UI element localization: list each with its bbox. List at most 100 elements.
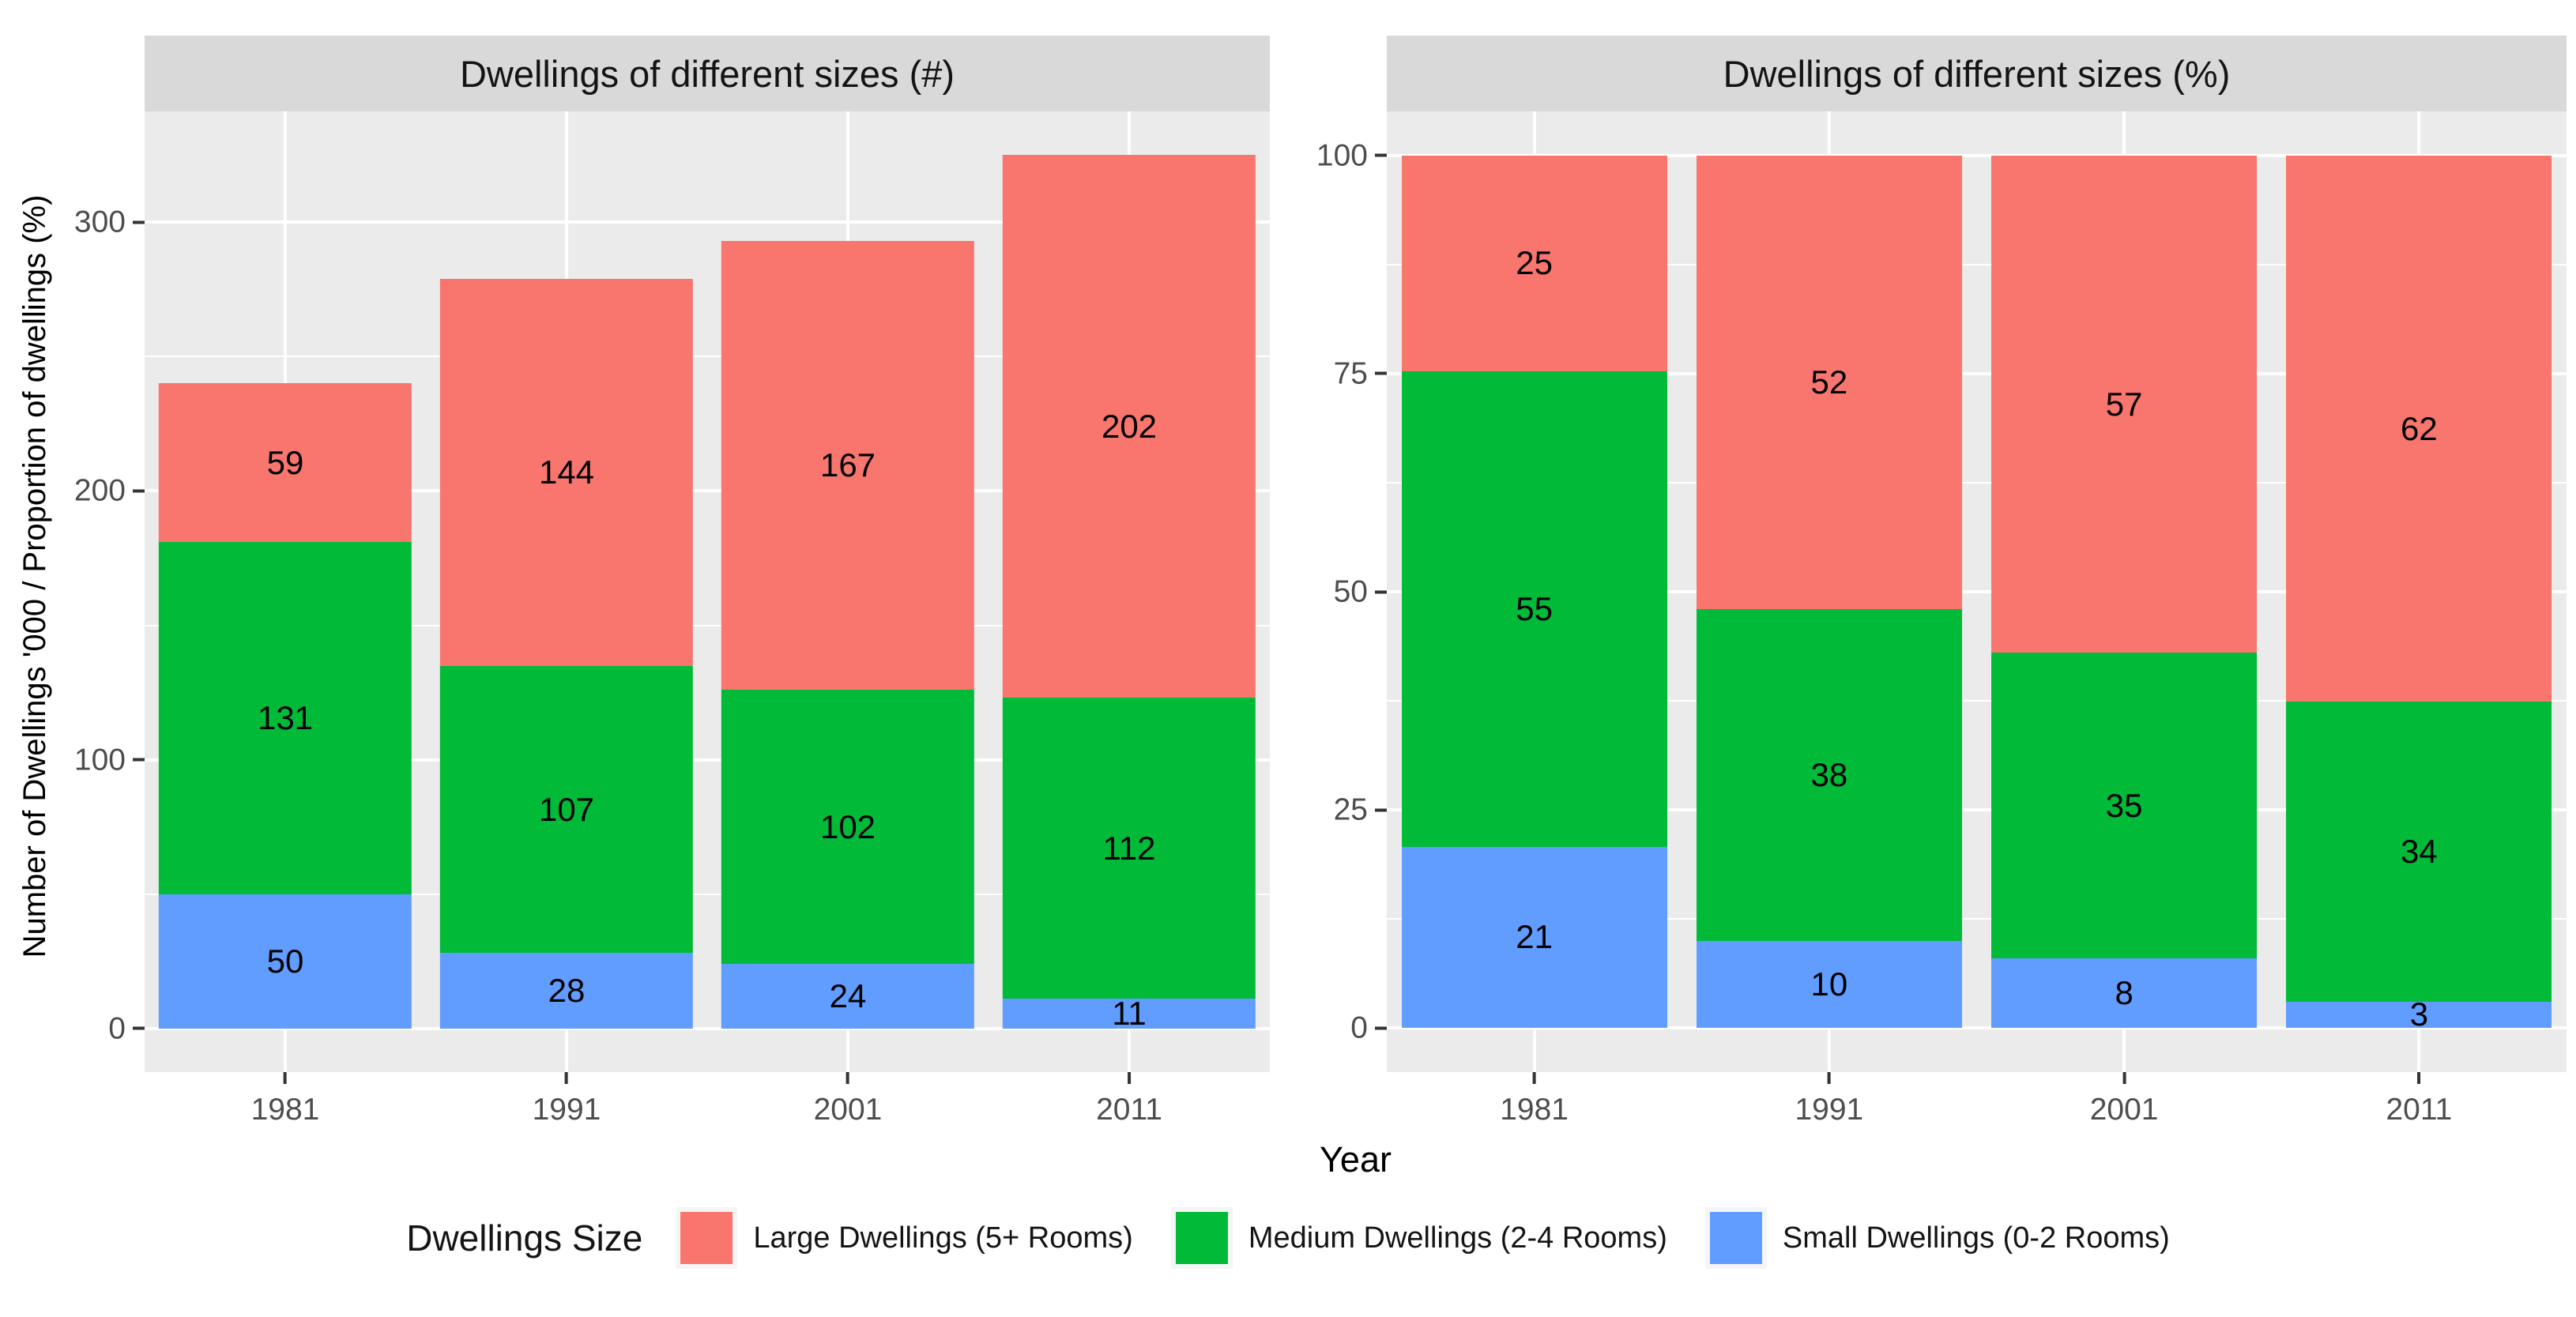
bar-value-label: 57 [2105,385,2143,423]
bar-segment: 107 [439,665,694,954]
y-tick: 100 [1316,140,1387,171]
y-tick: 0 [1350,1013,1387,1044]
gridline-minor-horizontal [1387,263,2567,265]
x-tick-mark [1827,1072,1831,1084]
gridline-major-horizontal [145,1026,1270,1030]
x-tick-label: 2001 [813,1093,883,1127]
legend-entry: Medium Dwellings (2-4 Rooms) [1170,1207,1667,1269]
bar-segment: 10 [1696,940,1962,1029]
gridline-major-horizontal [145,489,1270,493]
y-tick-label: 75 [1333,356,1368,391]
y-tick: 50 [1334,577,1387,608]
x-tick-mark [1532,1072,1536,1084]
legend-key [676,1207,738,1269]
y-tick: 100 [74,744,145,775]
y-tick-mark [1375,1026,1387,1030]
chart-dwellings-percent: Dwellings of different sizes (%) 0 25 50 75… [1316,36,2567,1125]
y-tick-mark [133,758,145,762]
gridline-major-horizontal [1387,371,2567,375]
bar-value-label: 10 [1810,965,1848,1003]
chart-percent-x-axis: 1981 1991 2001 2011 [1387,1072,2567,1159]
y-tick-mark [133,220,145,224]
bar-value-label: 144 [538,453,595,491]
x-tick: 2011 [2386,1072,2452,1125]
bar-segment: 52 [1696,155,1962,610]
x-tick-mark [564,1072,568,1084]
y-tick-mark [133,489,145,493]
legend: Dwellings Size Large Dwellings (5+ Rooms… [0,1207,2576,1269]
x-tick-mark [2122,1072,2126,1084]
bar-2011: 3 34 62 [2286,111,2552,1072]
x-tick-mark [283,1072,287,1084]
x-tick-label: 2011 [1096,1093,1162,1127]
bar-value-label: 38 [1810,755,1848,793]
legend-entry: Small Dwellings (0-2 Rooms) [1704,1207,2170,1269]
y-tick: 25 [1334,795,1387,826]
gridline-major-horizontal [145,220,1270,224]
x-tick-label: 1981 [1500,1093,1569,1127]
bar-1991: 28 107 144 [439,111,694,1072]
bar-value-label: 112 [1102,829,1156,867]
chart-count-x-axis: 1981 1991 2001 2011 [145,1072,1270,1159]
bar-1981: 50 131 59 [158,111,412,1072]
y-tick-label: 0 [1350,1010,1368,1045]
gridline-major-horizontal [145,758,1270,762]
chart-percent-title: Dwellings of different sizes (%) [1387,36,2567,111]
bar-value-label: 25 [1516,244,1553,282]
bar-segment: 3 [2286,998,2552,1031]
bar-segment: 24 [721,964,975,1029]
x-tick: 1991 [533,1072,601,1125]
medium-dwellings-swatch [1175,1212,1228,1264]
x-axis-title: Year [1320,1139,1392,1180]
x-tick-label: 1991 [532,1093,601,1127]
legend-key [1170,1207,1233,1269]
y-tick-label: 300 [73,205,126,239]
chart-count-y-axis: 0 100 200 300 [34,111,145,1072]
y-tick-mark [1375,371,1387,375]
bar-segment: 62 [2286,155,2552,702]
bar-value-label: 34 [2401,833,2438,871]
bar-segment: 167 [721,241,975,690]
bar-segment: 25 [1401,155,1667,372]
bar-value-label: 202 [1101,407,1158,445]
x-tick: 1981 [1500,1072,1569,1125]
bar-value-label: 55 [1516,589,1553,627]
bar-segment: 102 [721,690,975,965]
y-tick-label: 50 [1333,574,1368,609]
bar-segment: 11 [1002,995,1256,1032]
gridline-major-horizontal [1387,153,2567,157]
legend-entry-label: Large Dwellings (5+ Rooms) [753,1221,1133,1255]
gridline-major-horizontal [1387,590,2567,593]
bar-value-label: 3 [2409,995,2429,1033]
gridline-major-horizontal [1387,1026,2567,1030]
y-tick-label: 0 [108,1011,126,1046]
legend-entries: Large Dwellings (5+ Rooms) Medium Dwellin… [676,1207,2170,1269]
bar-value-label: 11 [1112,995,1147,1032]
bar-segment: 112 [1002,698,1256,999]
x-tick: 1981 [251,1072,319,1125]
bar-value-label: 8 [2115,974,2133,1012]
legend-key [1704,1207,1767,1269]
legend-entry: Large Dwellings (5+ Rooms) [676,1207,1133,1269]
bar-value-label: 131 [257,698,314,736]
chart-percent-panel: 21 55 25 10 38 52 8 35 57 3 34 62 [1387,111,2567,1072]
bar-segment: 8 [1991,958,2258,1029]
bar-value-label: 28 [548,972,586,1010]
y-tick: 75 [1334,358,1387,389]
x-tick: 1991 [1795,1072,1863,1125]
bar-segment: 144 [439,278,694,666]
gridline-major-horizontal [1387,808,2567,812]
bar-value-label: 21 [1516,918,1553,956]
bar-value-label: 62 [2401,409,2438,447]
x-tick: 2001 [2090,1072,2159,1125]
bar-segment: 202 [1002,155,1256,698]
bar-segment: 55 [1401,371,1667,847]
bar-value-label: 50 [266,942,304,980]
legend-entry-label: Small Dwellings (0-2 Rooms) [1782,1221,2170,1255]
y-tick: 300 [74,207,145,238]
bar-1981: 21 55 25 [1401,111,1667,1072]
chart-dwellings-count: Dwellings of different sizes (#) 0 100 200… [74,36,1270,1125]
x-tick: 2001 [813,1072,883,1127]
bar-segment: 35 [1991,653,2258,958]
